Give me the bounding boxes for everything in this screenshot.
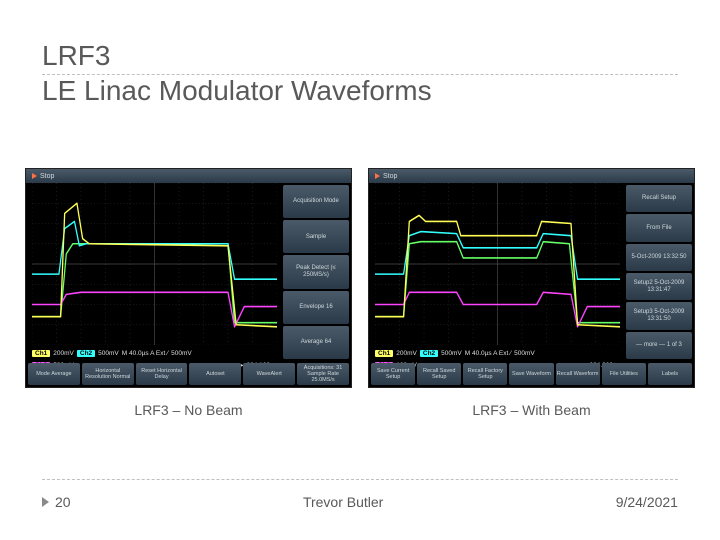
scope-right-channel-row: Ch1 200mV Ch2 500mV M 40.0µs A Ext ⁄ 500… (375, 347, 620, 359)
side-btn-peakdetect[interactable]: Peak Detect (≤ 250MS/s) (283, 255, 349, 288)
scope-left-channel-row: Ch1 200mV Ch2 500mV M 40.0µs A Ext ⁄ 500… (32, 347, 277, 359)
slide-number: 20 (55, 494, 71, 510)
bot-btn-acq[interactable]: Acquisitions: 31 Sample Rate 25.0MS/s (297, 363, 349, 385)
side-btn-setup2[interactable]: Setup2 5-Oct-2009 13:31:47 (626, 273, 692, 300)
title-line-1: LRF3 (42, 38, 678, 73)
ch2-chip: Ch2 (77, 350, 95, 357)
footer-author: Trevor Butler (303, 494, 383, 510)
time-scale: M 40.0µs A Ext ⁄ (122, 350, 168, 357)
footer-date: 9/24/2021 (616, 494, 678, 510)
scope-left: Stop Acquisition Mode Sample Peak Detect… (25, 168, 352, 388)
title-block: LRF3 LE Linac Modulator Waveforms (42, 38, 678, 108)
bot-btn-autoset[interactable]: Autoset (189, 363, 241, 385)
ext-scale: 500mV (171, 350, 192, 357)
slide-number-box: 20 (42, 494, 71, 510)
ch1-chip: Ch1 (32, 350, 50, 357)
bot-btn-labels[interactable]: Labels (648, 363, 692, 385)
scope-right-topbar: Stop (369, 169, 694, 183)
side-btn-setup1[interactable]: 5-Oct-2009 13:32:50 (626, 244, 692, 271)
scope-right-svg (375, 183, 620, 345)
scope-left-bottom-menu: Mode Average Horizontal Resolution Norma… (26, 361, 351, 387)
bot-btn-fileutil[interactable]: File Utilities (602, 363, 646, 385)
bot-btn-recallsetup[interactable]: Recall Saved Setup (417, 363, 461, 385)
ext-scale-r: 500mV (514, 350, 535, 357)
title-line-2: LE Linac Modulator Waveforms (42, 73, 678, 108)
bot-btn-recallfact[interactable]: Recall Factory Setup (463, 363, 507, 385)
bot-btn-mode[interactable]: Mode Average (28, 363, 80, 385)
bot-btn-savesetup[interactable]: Save Current Setup (371, 363, 415, 385)
ch1-chip-r: Ch1 (375, 350, 393, 357)
side-btn-fromfile[interactable]: From File (626, 214, 692, 241)
scope-right-bottom-menu: Save Current Setup Recall Saved Setup Re… (369, 361, 694, 387)
scope-left-topbar: Stop (26, 169, 351, 183)
scope-left-stop-label: Stop (40, 173, 54, 180)
ch2-chip-r: Ch2 (420, 350, 438, 357)
caption-row: LRF3 – No Beam LRF3 – With Beam (25, 402, 695, 418)
scope-right: Stop Recall Setup From File 5-Oct-2009 1… (368, 168, 695, 388)
caption-right: LRF3 – With Beam (368, 402, 695, 418)
ch1-scale: 200mV (53, 350, 74, 357)
caption-left: LRF3 – No Beam (25, 402, 352, 418)
side-btn-envelope[interactable]: Envelope 16 (283, 291, 349, 324)
bot-btn-savewave[interactable]: Save Waveform (509, 363, 553, 385)
scope-left-sidemenu: Acquisition Mode Sample Peak Detect (≤ 2… (281, 183, 351, 361)
ch1-scale-r: 200mV (396, 350, 417, 357)
bot-btn-hres[interactable]: Horizontal Resolution Normal (82, 363, 134, 385)
footer: 20 Trevor Butler 9/24/2021 (42, 494, 678, 510)
bot-btn-recallwave[interactable]: Recall Waveform (556, 363, 600, 385)
bot-btn-reset[interactable]: Reset Horizontal Delay (136, 363, 188, 385)
play-icon (42, 497, 49, 507)
ch2-scale: 500mV (98, 350, 119, 357)
scope-right-gridlines (375, 183, 620, 345)
scope-left-gridlines (32, 183, 277, 345)
scope-left-svg (32, 183, 277, 345)
scope-right-sidemenu: Recall Setup From File 5-Oct-2009 13:32:… (624, 183, 694, 361)
side-menu-title-left[interactable]: Acquisition Mode (283, 185, 349, 218)
ch2-scale-r: 500mV (441, 350, 462, 357)
scope-right-grid (375, 183, 620, 345)
title-divider (42, 74, 678, 75)
bot-btn-wavealert[interactable]: WaveAlert (243, 363, 295, 385)
stop-arrow-icon (32, 173, 37, 179)
side-btn-sample[interactable]: Sample (283, 220, 349, 253)
side-menu-title-right[interactable]: Recall Setup (626, 185, 692, 212)
time-scale-r: M 40.0µs A Ext ⁄ (465, 350, 511, 357)
footer-divider (42, 479, 678, 480)
scope-row: Stop Acquisition Mode Sample Peak Detect… (25, 168, 695, 388)
stop-arrow-icon-r (375, 173, 380, 179)
side-btn-more[interactable]: — more — 1 of 3 (626, 332, 692, 359)
side-btn-average[interactable]: Average 64 (283, 326, 349, 359)
scope-left-grid (32, 183, 277, 345)
scope-right-stop-label: Stop (383, 173, 397, 180)
side-btn-setup3[interactable]: Setup3 5-Oct-2009 13:31:50 (626, 302, 692, 329)
